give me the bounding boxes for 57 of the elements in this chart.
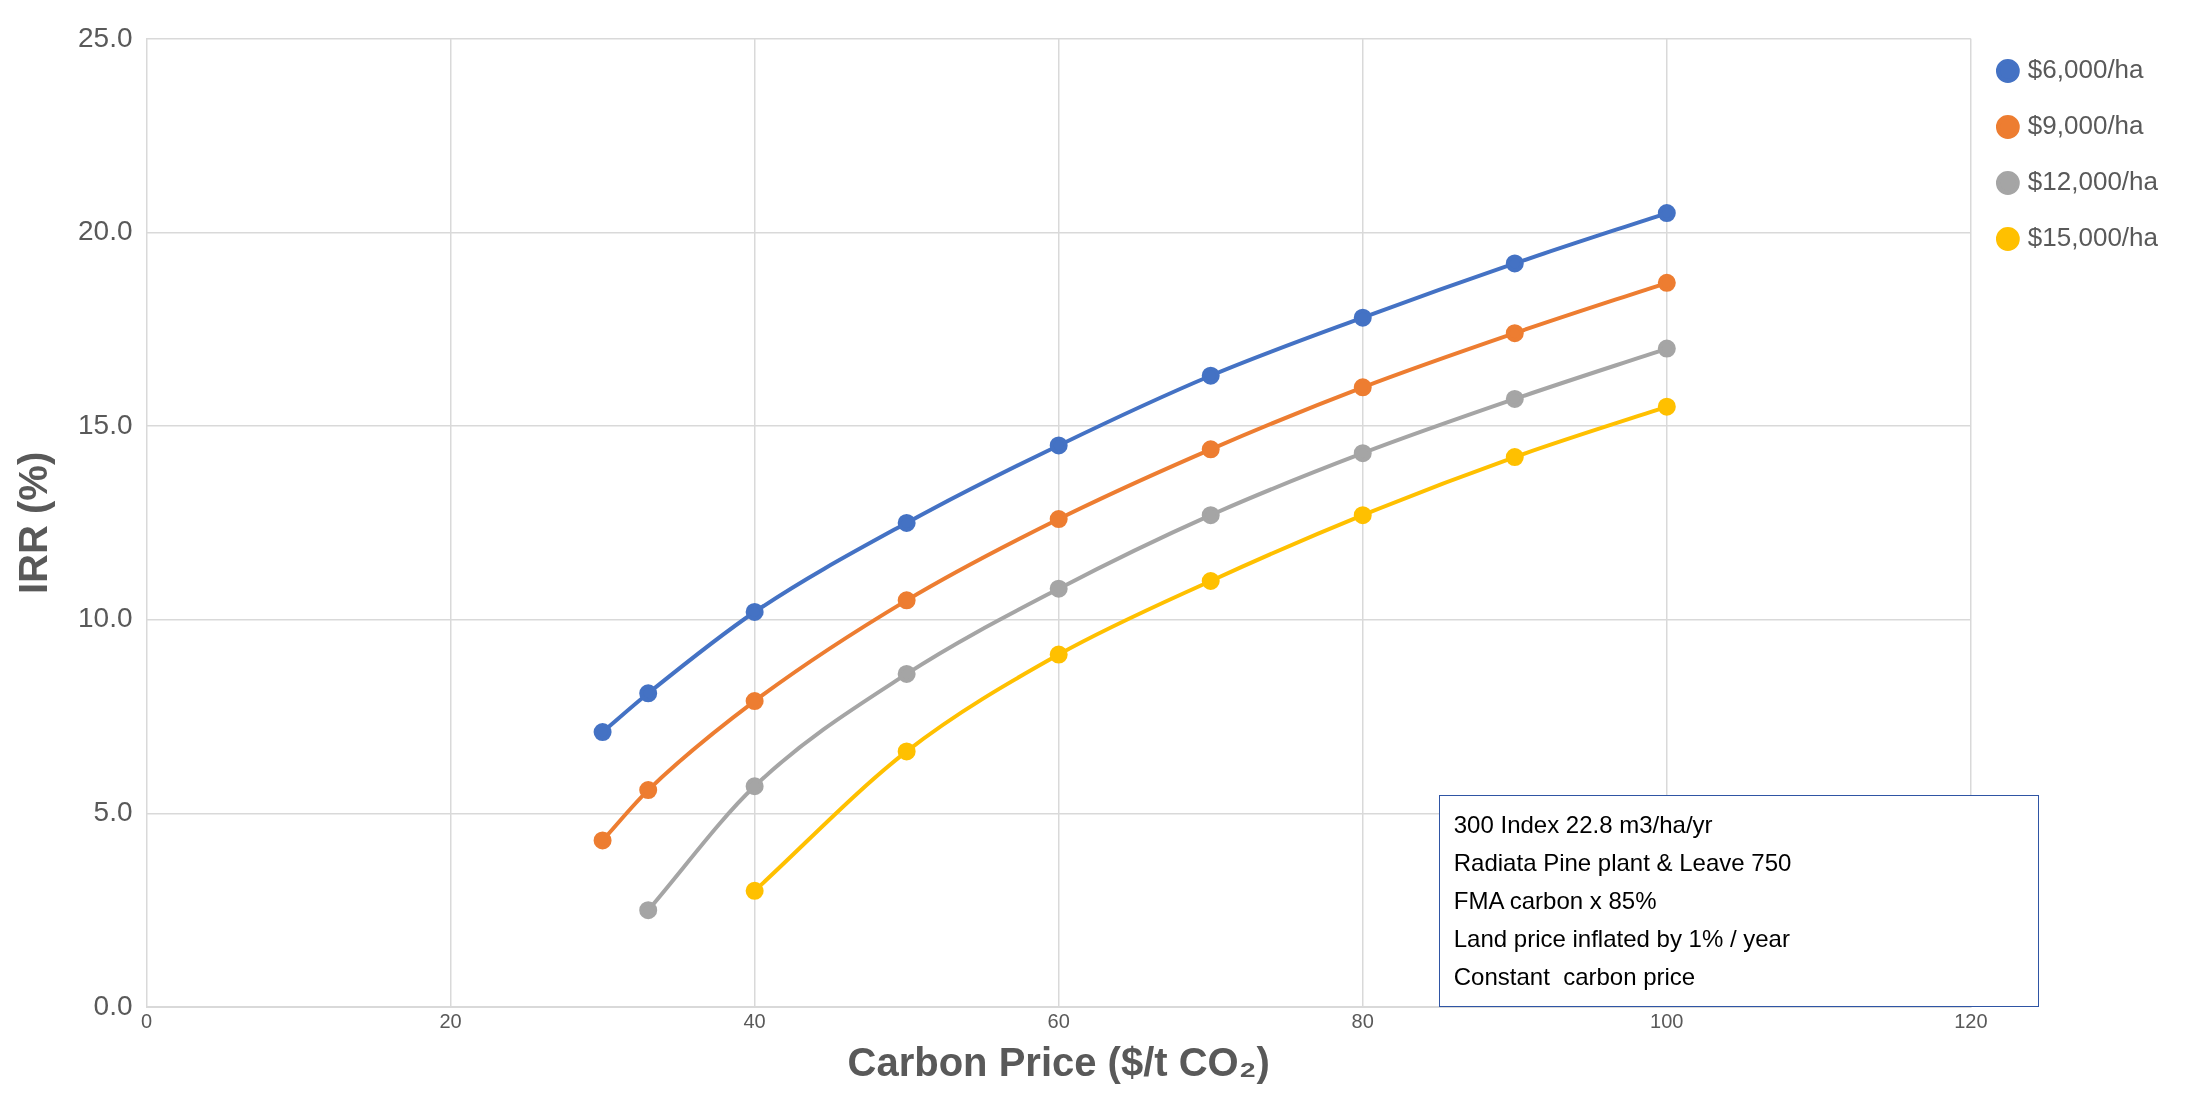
annotation: Land price inflated by 1% / year <box>1453 924 1791 954</box>
y-tick-label: 10.0 <box>78 602 133 634</box>
x-tick-label: 100 <box>1650 1009 1684 1032</box>
annotation: 300 Index 22.8 m3/ha/yr <box>1453 810 1714 840</box>
annotation: Radiata Pine plant & Leave 750 <box>1453 848 1793 878</box>
point <box>897 591 916 610</box>
y-tick-label: 5.0 <box>93 796 133 828</box>
point <box>1353 444 1372 463</box>
x-axis-title: Carbon Price ($/t CO₂) <box>847 1040 1270 1085</box>
point <box>897 742 916 761</box>
point <box>745 602 764 621</box>
x-tick-label: 80 <box>1351 1009 1374 1032</box>
point <box>1353 308 1372 327</box>
x-tick-label: 120 <box>1954 1009 1988 1032</box>
point <box>1657 397 1676 416</box>
legend-label: $9,000/ha <box>2027 110 2145 141</box>
point <box>1505 324 1524 343</box>
x-tick-label: 20 <box>439 1009 462 1032</box>
point <box>1201 506 1220 525</box>
point <box>639 901 658 920</box>
point <box>1201 571 1220 590</box>
point <box>745 881 764 900</box>
point <box>1201 440 1220 459</box>
annotation: FMA carbon x 85% <box>1453 886 1658 916</box>
legend-label: $15,000/ha <box>2027 222 2159 253</box>
annotation: Constant carbon price <box>1453 962 1697 992</box>
point <box>1505 389 1524 408</box>
point <box>1201 366 1220 385</box>
point <box>1049 510 1068 529</box>
y-tick-label: 20.0 <box>78 215 133 247</box>
point <box>1657 339 1676 358</box>
point <box>1049 645 1068 664</box>
point <box>1657 204 1676 223</box>
point <box>1505 254 1524 273</box>
point <box>1353 378 1372 397</box>
point <box>1505 448 1524 467</box>
point <box>1049 436 1068 455</box>
legend-label: $12,000/ha <box>2027 166 2159 197</box>
y-axis-title: IRR (%) <box>11 451 56 595</box>
point <box>1353 506 1372 525</box>
x-tick-label: 60 <box>1047 1009 1070 1032</box>
y-tick-label: 0.0 <box>93 989 133 1021</box>
x-tick-label: 0 <box>140 1009 153 1032</box>
point <box>593 723 612 742</box>
y-tick-label: 15.0 <box>78 408 133 440</box>
point <box>593 831 612 850</box>
point <box>745 777 764 796</box>
point <box>745 692 764 711</box>
x-tick-label: 40 <box>743 1009 766 1032</box>
point <box>897 513 916 532</box>
point <box>639 781 658 800</box>
point <box>1657 273 1676 292</box>
y-tick-label: 25.0 <box>78 21 133 53</box>
legend-label: $6,000/ha <box>2027 54 2145 85</box>
point <box>639 684 658 703</box>
point <box>897 664 916 683</box>
point <box>1049 579 1068 598</box>
